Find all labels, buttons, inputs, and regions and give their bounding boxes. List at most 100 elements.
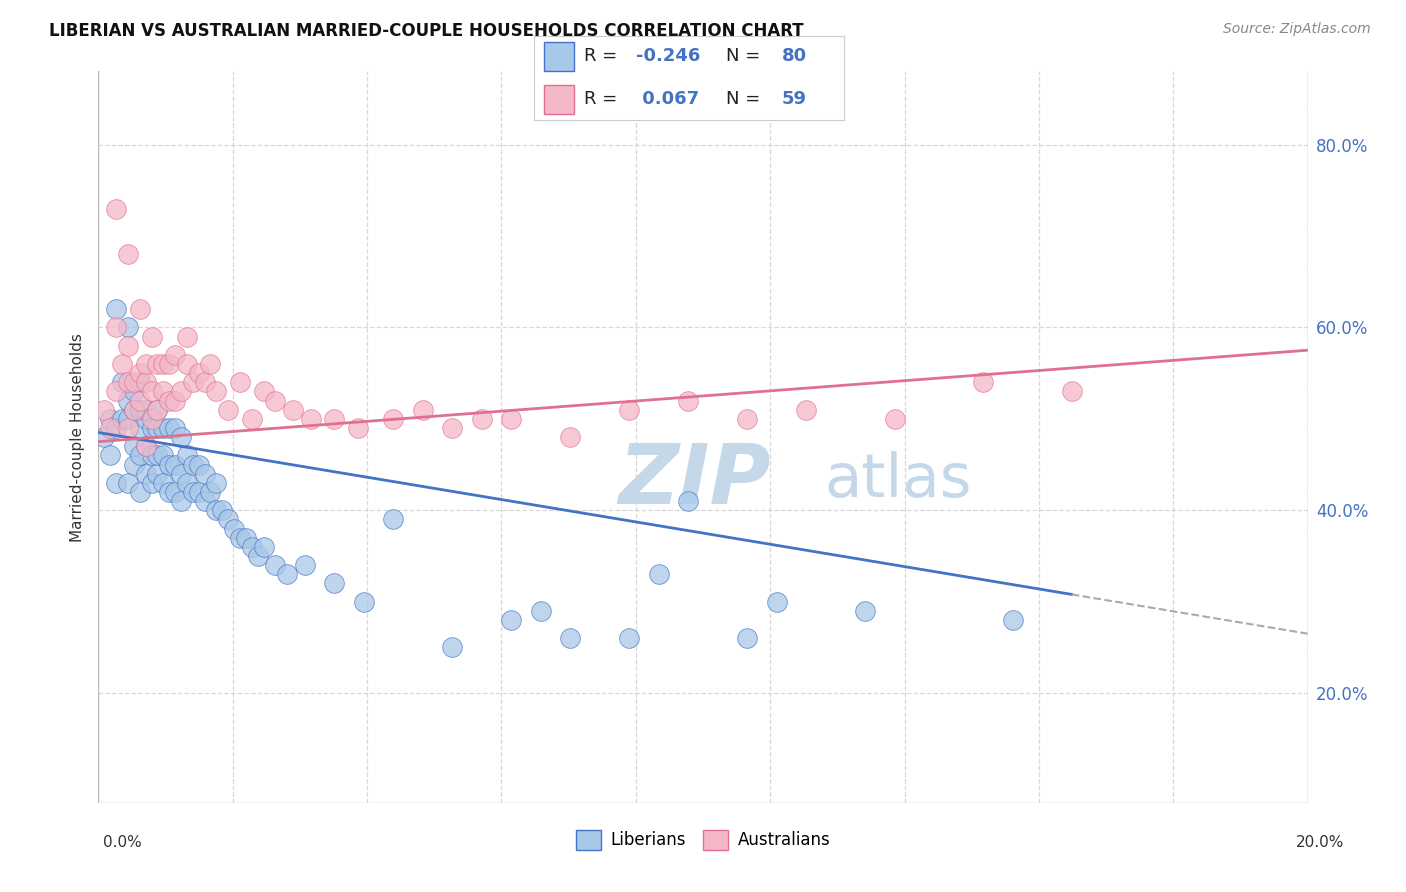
Point <box>135 357 157 371</box>
Text: ZIP: ZIP <box>619 441 770 522</box>
Point <box>135 467 157 481</box>
Point <box>205 384 228 399</box>
Point <box>111 375 134 389</box>
Point <box>152 421 174 435</box>
Point <box>146 467 169 481</box>
Point <box>471 412 494 426</box>
Point <box>501 613 523 627</box>
Point <box>122 402 145 417</box>
Point <box>501 412 523 426</box>
Point <box>146 402 169 417</box>
Text: 0.0%: 0.0% <box>103 836 142 850</box>
Point <box>347 421 370 435</box>
Point <box>194 375 217 389</box>
Point <box>619 402 641 417</box>
Point <box>111 357 134 371</box>
Point <box>117 475 139 490</box>
Text: 80: 80 <box>782 47 807 65</box>
Point <box>883 412 905 426</box>
Point <box>117 320 139 334</box>
FancyBboxPatch shape <box>544 85 575 114</box>
Point <box>200 357 222 371</box>
Point <box>98 448 121 462</box>
Point <box>122 458 145 472</box>
Point <box>117 421 139 435</box>
Point <box>122 375 145 389</box>
Point <box>187 485 209 500</box>
Point <box>205 475 228 490</box>
Point <box>382 412 405 426</box>
Point <box>135 412 157 426</box>
Point <box>211 503 233 517</box>
Point <box>1060 384 1083 399</box>
Point <box>323 412 346 426</box>
Point <box>117 339 139 353</box>
Point <box>735 632 758 646</box>
Legend: Liberians, Australians: Liberians, Australians <box>569 823 837 856</box>
Point <box>141 412 163 426</box>
FancyBboxPatch shape <box>544 42 575 71</box>
Point <box>441 640 464 655</box>
Point <box>157 485 180 500</box>
Point <box>382 512 405 526</box>
Point <box>128 366 150 380</box>
Point <box>170 384 193 399</box>
Point <box>128 448 150 462</box>
Point <box>619 632 641 646</box>
Point <box>135 375 157 389</box>
Point <box>276 567 298 582</box>
Point <box>530 604 553 618</box>
Point <box>146 357 169 371</box>
Point <box>157 357 180 371</box>
Point <box>794 402 817 417</box>
Point <box>240 412 263 426</box>
Point <box>281 402 304 417</box>
Point <box>194 494 217 508</box>
Point <box>105 384 128 399</box>
Point <box>165 485 187 500</box>
Point <box>222 521 245 535</box>
Point <box>152 475 174 490</box>
Point <box>165 348 187 362</box>
Text: Source: ZipAtlas.com: Source: ZipAtlas.com <box>1223 22 1371 37</box>
Point <box>165 393 187 408</box>
Point <box>176 357 198 371</box>
Point <box>176 329 198 343</box>
Y-axis label: Married-couple Households: Married-couple Households <box>69 333 84 541</box>
Point <box>194 467 217 481</box>
Point <box>117 412 139 426</box>
Point <box>152 448 174 462</box>
Point <box>157 421 180 435</box>
Point <box>678 494 700 508</box>
Point <box>111 412 134 426</box>
Point <box>146 402 169 417</box>
Point <box>165 458 187 472</box>
Point <box>294 558 316 573</box>
Point <box>170 430 193 444</box>
Point <box>93 430 115 444</box>
Text: -0.246: -0.246 <box>637 47 700 65</box>
Text: LIBERIAN VS AUSTRALIAN MARRIED-COUPLE HOUSEHOLDS CORRELATION CHART: LIBERIAN VS AUSTRALIAN MARRIED-COUPLE HO… <box>49 22 804 40</box>
Point <box>152 384 174 399</box>
Point <box>135 439 157 453</box>
Point <box>176 475 198 490</box>
Point <box>105 475 128 490</box>
Point <box>98 421 121 435</box>
Point <box>240 540 263 554</box>
Point <box>128 375 150 389</box>
Point <box>117 393 139 408</box>
Point <box>135 402 157 417</box>
Point <box>299 412 322 426</box>
Point <box>105 302 128 317</box>
Point <box>229 375 252 389</box>
Point <box>560 632 582 646</box>
Point <box>560 430 582 444</box>
Point <box>141 421 163 435</box>
Point <box>252 384 274 399</box>
Point <box>176 448 198 462</box>
Point <box>165 421 187 435</box>
Point <box>412 402 434 417</box>
Point <box>141 384 163 399</box>
Point <box>117 375 139 389</box>
Point <box>187 458 209 472</box>
